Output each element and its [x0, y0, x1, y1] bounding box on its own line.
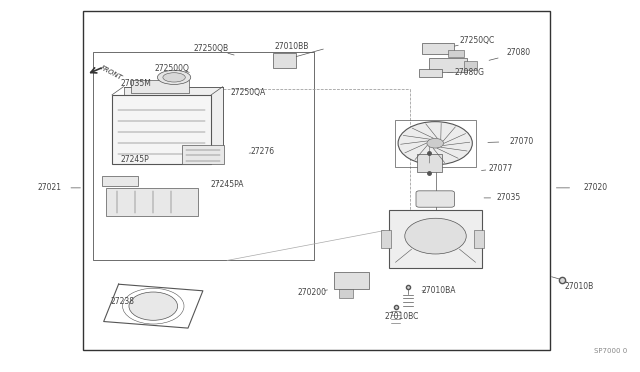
Text: 27080: 27080 — [506, 48, 531, 57]
Bar — [417, 154, 442, 172]
Bar — [182, 145, 224, 164]
Bar — [131, 80, 189, 93]
Circle shape — [427, 138, 444, 148]
Ellipse shape — [163, 73, 186, 82]
Text: 27276: 27276 — [250, 147, 275, 155]
Bar — [464, 61, 477, 70]
Text: 27238: 27238 — [111, 297, 135, 306]
Circle shape — [129, 292, 178, 320]
Bar — [273, 53, 296, 68]
Text: 27010BB: 27010BB — [274, 42, 308, 51]
Text: 270200: 270200 — [297, 288, 326, 297]
Text: 27245P: 27245P — [120, 155, 148, 164]
Text: 27250QB: 27250QB — [194, 44, 228, 53]
Circle shape — [404, 218, 466, 254]
FancyBboxPatch shape — [416, 191, 454, 207]
Bar — [106, 188, 198, 216]
Bar — [389, 210, 482, 268]
Text: 27010B: 27010B — [564, 282, 594, 291]
Text: FRONT: FRONT — [100, 64, 124, 81]
Bar — [381, 230, 391, 248]
Text: SP7000 0: SP7000 0 — [594, 348, 627, 354]
Bar — [334, 272, 369, 289]
Text: 272500Q: 272500Q — [154, 64, 189, 73]
Bar — [395, 120, 476, 167]
Bar — [474, 230, 484, 248]
Bar — [419, 69, 442, 77]
Text: 27021: 27021 — [38, 183, 62, 192]
Text: 27010BC: 27010BC — [385, 312, 419, 321]
Bar — [429, 58, 467, 72]
Text: 27010BA: 27010BA — [421, 286, 456, 295]
Text: 27250QC: 27250QC — [459, 36, 495, 45]
Bar — [112, 95, 211, 164]
Ellipse shape — [157, 70, 191, 84]
Text: 27020: 27020 — [583, 183, 607, 192]
Bar — [83, 11, 550, 350]
Text: 27035M: 27035M — [121, 79, 152, 88]
Text: 27035: 27035 — [496, 193, 520, 202]
Text: 27077: 27077 — [488, 164, 513, 173]
Text: 27245PA: 27245PA — [211, 180, 244, 189]
Bar — [448, 50, 464, 57]
Bar — [102, 176, 138, 186]
Bar — [422, 43, 454, 54]
Bar — [339, 289, 353, 298]
Text: 27250QA: 27250QA — [230, 88, 266, 97]
Bar — [124, 87, 223, 155]
Text: 27070: 27070 — [509, 137, 534, 146]
Text: 27080G: 27080G — [454, 68, 484, 77]
Circle shape — [398, 122, 472, 165]
Bar — [93, 52, 314, 260]
